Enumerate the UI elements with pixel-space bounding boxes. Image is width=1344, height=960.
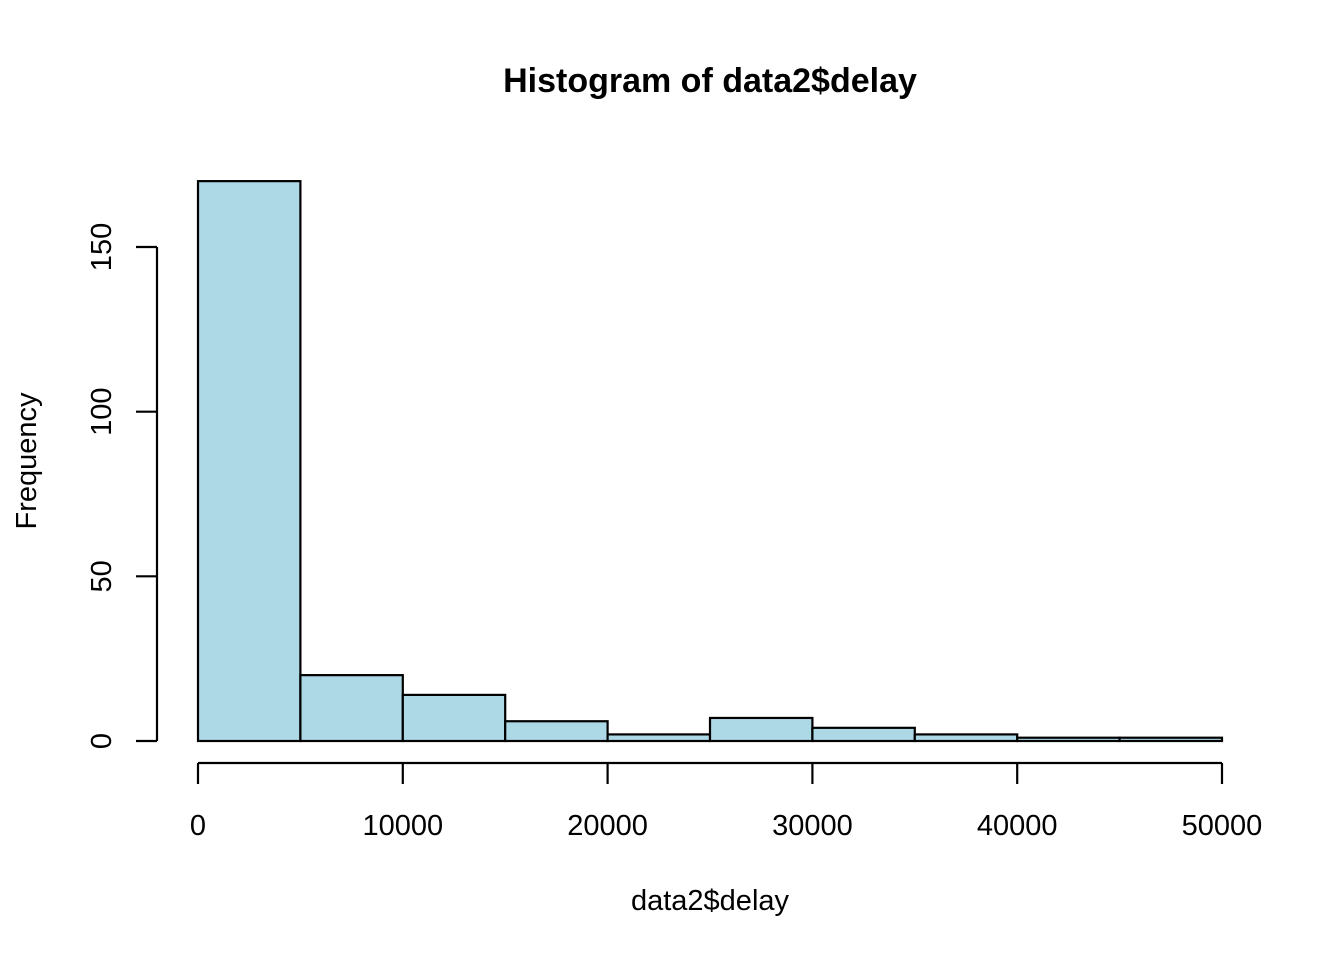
histogram-bar-5	[708, 716, 814, 743]
x-axis: 0 10000 20000 30000 40000 50000	[190, 761, 1263, 842]
histogram-bar-9	[1118, 736, 1224, 743]
histogram-bar-6	[811, 726, 916, 743]
x-tick-label: 40000	[977, 810, 1058, 842]
y-axis-label: Frequency	[11, 392, 43, 530]
histogram-bar-7	[913, 733, 1019, 743]
histogram-bar-0	[196, 180, 302, 743]
histogram-bar-3	[504, 720, 609, 743]
x-tick-label: 10000	[362, 810, 443, 842]
histogram-bar-2	[401, 693, 507, 743]
x-tick-label: 30000	[772, 810, 853, 842]
histogram-bar-8	[1016, 736, 1121, 743]
y-tick-label: 100	[86, 387, 118, 435]
bars-group	[196, 180, 1224, 743]
x-axis-label: data2$delay	[631, 885, 790, 917]
y-tick-label: 0	[86, 733, 118, 749]
histogram-bar-1	[299, 674, 404, 743]
y-axis: 0 50 100 150	[86, 223, 159, 749]
x-tick-label: 50000	[1182, 810, 1263, 842]
y-tick-label: 50	[86, 560, 118, 592]
histogram-bar-4	[606, 733, 712, 743]
x-tick-label: 0	[190, 810, 206, 842]
y-tick-label: 150	[86, 223, 118, 271]
chart-title: Histogram of data2$delay	[503, 62, 917, 100]
x-tick-label: 20000	[567, 810, 648, 842]
